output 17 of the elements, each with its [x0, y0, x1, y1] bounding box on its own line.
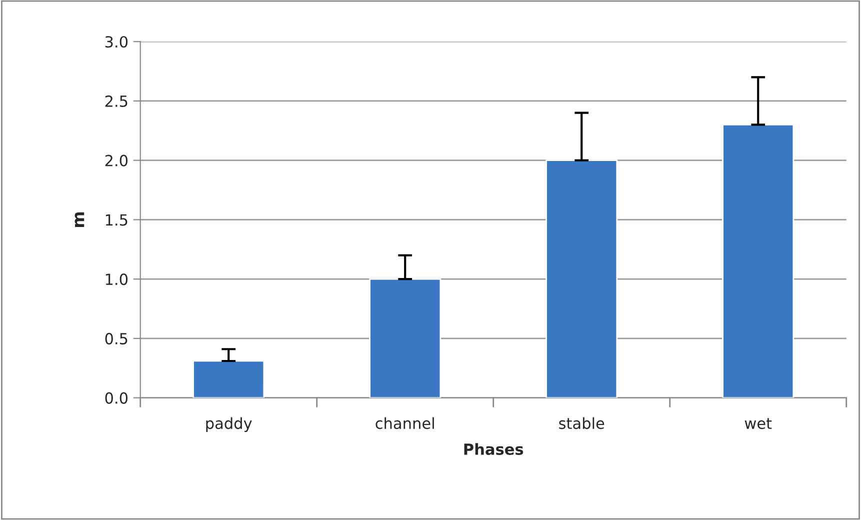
y-tick-label: 1.0 — [106, 274, 128, 286]
x-axis-title: Phases — [464, 443, 524, 455]
y-tick-label: 3.0 — [105, 36, 128, 48]
y-tick-label: 2.5 — [105, 95, 128, 107]
x-tick-label: channel — [376, 417, 434, 430]
y-axis-title: m — [74, 212, 84, 227]
bar — [722, 124, 794, 398]
x-tick-label: paddy — [206, 417, 252, 432]
x-tick-label: stable — [559, 417, 604, 430]
y-tick-label: 2.0 — [105, 154, 128, 166]
bar — [369, 278, 442, 398]
bar — [192, 360, 265, 398]
x-tick-label: wet — [744, 418, 772, 430]
y-tick-label: 0.5 — [105, 332, 128, 344]
bar — [546, 160, 618, 398]
y-tick-label: 0.0 — [105, 392, 128, 404]
y-tick-label: 1.5 — [106, 214, 128, 226]
